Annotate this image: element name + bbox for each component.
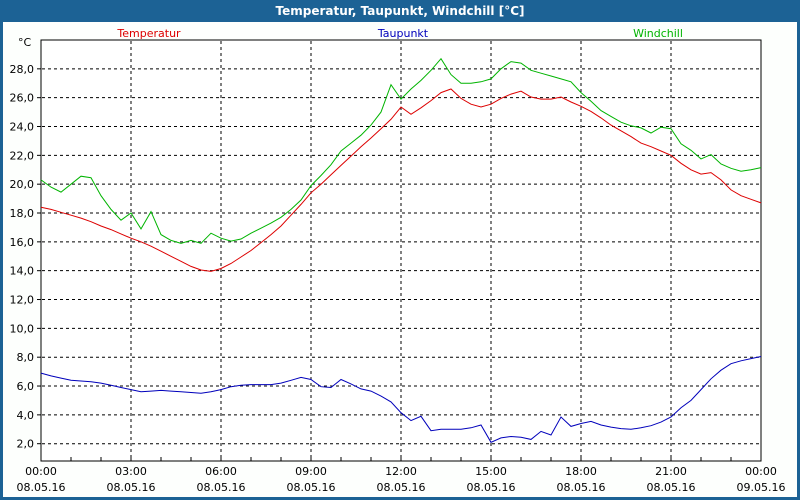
y-tick-label: 20,0 [10, 178, 35, 191]
series-line-windchill [40, 57, 762, 244]
x-tick-time-label: 15:00 [475, 465, 507, 478]
y-grid: 2,0 4,0 6,0 8,0 10,0 12,0 14,0 16,0 18,0 20,0 22,0… [10, 63, 760, 451]
x-tick-date-label: 08.05.16 [197, 481, 246, 494]
x-tick-time-label: 12:00 [385, 465, 417, 478]
y-tick-label: 28,0 [10, 63, 35, 76]
x-tick-time-label: 09:00 [295, 465, 327, 478]
window-title: Temperatur, Taupunkt, Windchill [°C] [275, 4, 525, 18]
y-tick-label: 10,0 [10, 322, 35, 335]
series-line-taupunkt [40, 356, 762, 443]
x-labels: 00:00 08.05.16 03:00 08.05.16 06:00 08.05.16 0… [17, 465, 786, 494]
series-line-temperatur [40, 88, 762, 272]
x-tick-date-label: 09.05.16 [737, 481, 786, 494]
y-tick-label: 26,0 [10, 92, 35, 105]
x-tick-date-label: 08.05.16 [377, 481, 426, 494]
y-tick-label: 2,0 [17, 438, 35, 451]
x-tick-time-label: 21:00 [655, 465, 687, 478]
y-tick-label: 8,0 [17, 351, 35, 364]
x-tick-time-label: 03:00 [115, 465, 147, 478]
legend-item-temperatur: Temperatur [117, 27, 181, 40]
y-tick-label: 6,0 [17, 380, 35, 393]
y-tick-label: 24,0 [10, 121, 35, 134]
x-tick-date-label: 08.05.16 [647, 481, 696, 494]
x-tick-date-label: 08.05.16 [17, 481, 66, 494]
y-tick-label: 18,0 [10, 207, 35, 220]
legend-item-taupunkt: Taupunkt [377, 27, 429, 40]
y-tick-label: 4,0 [17, 409, 35, 422]
legend-item-windchill: Windchill [633, 27, 683, 40]
x-tick-time-label: 06:00 [205, 465, 237, 478]
y-axis-unit-label: °C [18, 36, 32, 49]
x-tick-time-label: 00:00 [745, 465, 777, 478]
x-tick-time-label: 18:00 [565, 465, 597, 478]
x-tick-date-label: 08.05.16 [107, 481, 156, 494]
x-grid [70, 41, 732, 461]
y-tick-label: 16,0 [10, 236, 35, 249]
y-tick-label: 12,0 [10, 294, 35, 307]
x-tick-time-label: 00:00 [25, 465, 57, 478]
y-tick-label: 14,0 [10, 265, 35, 278]
x-tick-date-label: 08.05.16 [557, 481, 606, 494]
y-tick-label: 22,0 [10, 149, 35, 162]
x-tick-date-label: 08.05.16 [467, 481, 516, 494]
x-tick-date-label: 08.05.16 [287, 481, 336, 494]
title-bar: Temperatur, Taupunkt, Windchill [°C] [3, 0, 797, 22]
